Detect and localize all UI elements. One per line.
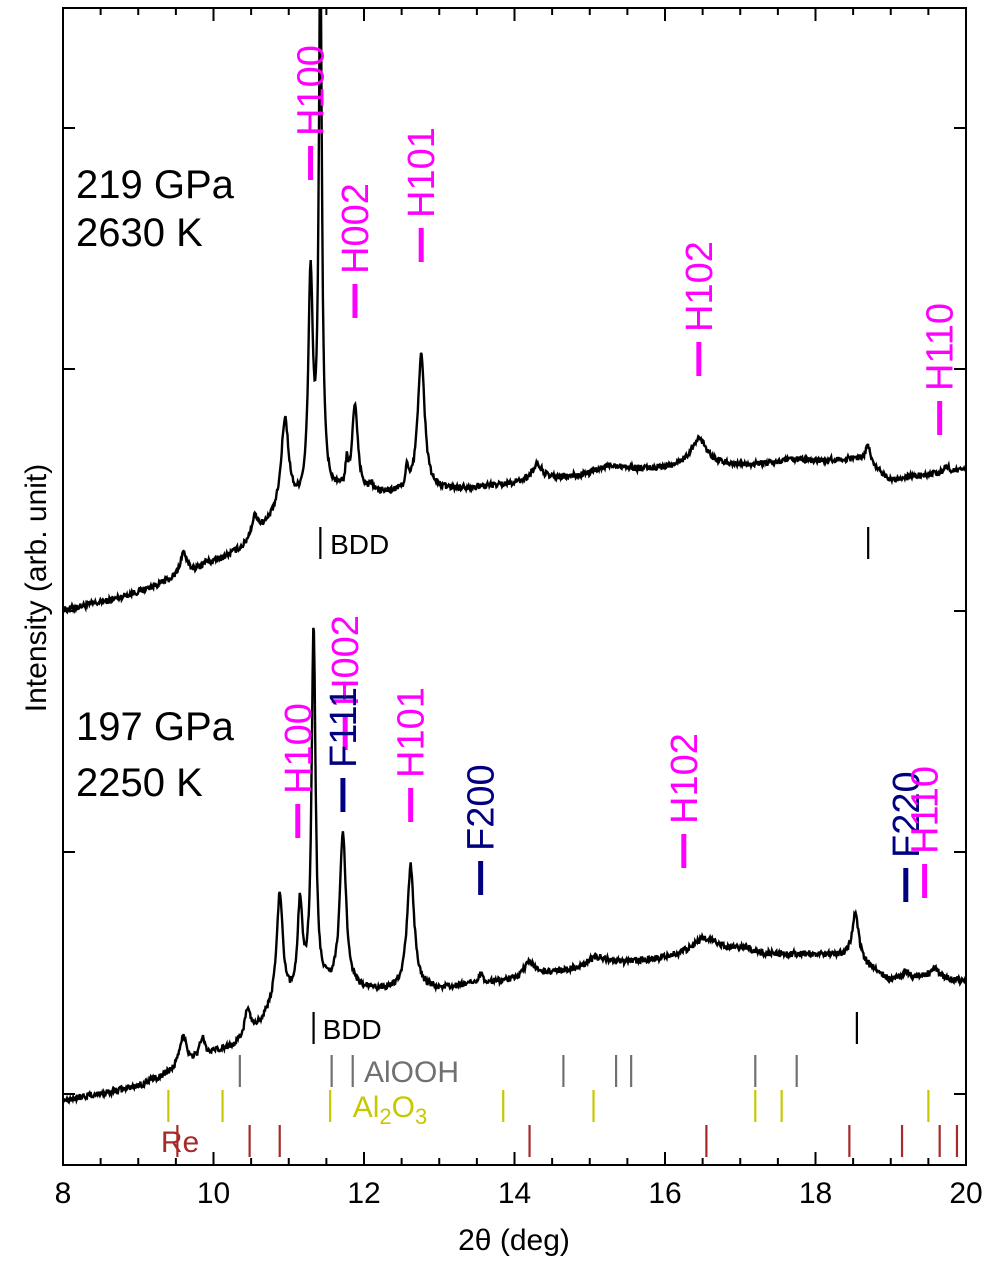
ref-label-al2o3: Al2O3 bbox=[353, 1091, 428, 1129]
peak-label-h002-upper: H002 bbox=[335, 183, 377, 274]
peak-label-h100-upper: H100 bbox=[291, 45, 333, 136]
peak-label-h101-lower: H101 bbox=[391, 687, 433, 778]
x-tick-label-18: 18 bbox=[799, 1177, 832, 1210]
x-tick-label-14: 14 bbox=[498, 1177, 531, 1210]
peak-label-f200-lower: F200 bbox=[461, 764, 503, 851]
x-tick-label-8: 8 bbox=[55, 1177, 72, 1210]
condition-lower-1: 2250 K bbox=[76, 761, 203, 805]
peak-label-f111-lower: F111 bbox=[323, 687, 365, 768]
traces-layer bbox=[63, 8, 966, 1106]
peak-label-h110-upper: H110 bbox=[920, 303, 962, 391]
x-axis-label: 2θ (deg) bbox=[458, 1224, 570, 1257]
x-tick-label-20: 20 bbox=[949, 1177, 982, 1210]
condition-upper-1: 2630 K bbox=[76, 211, 203, 255]
peak-label-h110-lower: H110 bbox=[905, 766, 947, 854]
axes-layer: 8 10 12 14 16 18 20 bbox=[55, 7, 983, 1210]
condition-upper-0: 219 GPa bbox=[76, 163, 235, 207]
ref-label-bdd-upper: BDD bbox=[330, 529, 389, 560]
condition-lower-0: 197 GPa bbox=[76, 705, 235, 749]
peak-label-f220-lower: F220 bbox=[886, 771, 928, 858]
peak-label-h100-lower: H100 bbox=[278, 703, 320, 794]
peak-label-h101-upper: H101 bbox=[401, 127, 443, 218]
y-axis-label: Intensity (arb. unit) bbox=[20, 464, 53, 712]
peak-label-h102-lower: H102 bbox=[664, 733, 706, 824]
trace-lower bbox=[63, 627, 966, 1106]
ref-label-re-lower: Re bbox=[161, 1126, 199, 1159]
x-tick-label-10: 10 bbox=[197, 1177, 230, 1210]
peak-label-h002-lower: H002 bbox=[325, 615, 367, 706]
x-tick-label-16: 16 bbox=[648, 1177, 681, 1210]
peak-label-h102-upper: H102 bbox=[679, 241, 721, 332]
x-tick-label-12: 12 bbox=[347, 1177, 380, 1210]
trace-upper bbox=[63, 8, 966, 615]
ref-label-alooh-lower: AlOOH bbox=[364, 1056, 459, 1089]
ref-label-bdd-lower: BDD bbox=[323, 1014, 382, 1045]
